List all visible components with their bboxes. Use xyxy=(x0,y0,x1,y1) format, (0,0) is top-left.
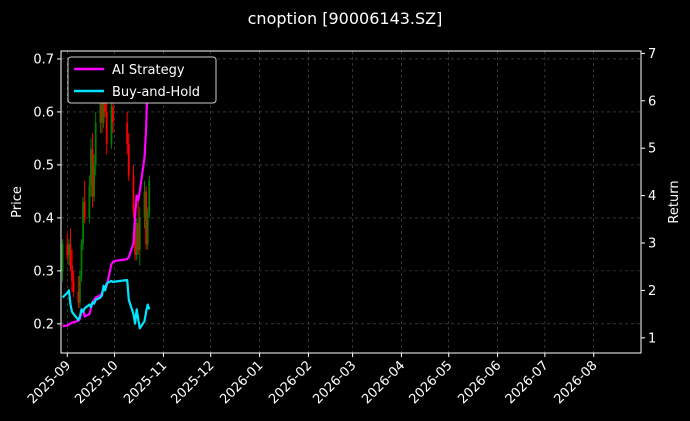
candle-body xyxy=(80,244,83,277)
candle-body xyxy=(69,244,72,266)
legend-label-buy-and-hold: Buy-and-Hold xyxy=(112,85,200,100)
legend-box xyxy=(67,56,217,104)
candle-body xyxy=(82,202,84,245)
y-axis-label-left: Price xyxy=(10,186,25,218)
candle-body xyxy=(105,111,108,144)
candle-body xyxy=(66,244,69,255)
candle-body xyxy=(127,143,130,176)
return-lines xyxy=(61,67,151,330)
plot-area-frame xyxy=(60,50,642,354)
y-tick-label-right: 3 xyxy=(648,237,656,252)
candle-body xyxy=(61,244,64,271)
candle-body xyxy=(137,223,140,250)
y-tick-label-right: 5 xyxy=(648,142,656,157)
left-y-axis: 0.2 0.3 0.4 0.5 0.6 0.7 xyxy=(33,52,61,332)
candle-body xyxy=(67,244,70,255)
candle-body xyxy=(90,149,92,187)
candle-body xyxy=(135,223,138,255)
legend: AI Strategy Buy-and-Hold xyxy=(67,56,217,104)
y-axis-label-right: Return xyxy=(667,180,682,223)
candle-body xyxy=(138,217,141,250)
y-tick-label-right: 4 xyxy=(648,189,656,204)
candle-body xyxy=(126,122,129,144)
candle-body xyxy=(143,191,146,218)
candle-body xyxy=(132,175,135,213)
candle-body xyxy=(72,281,75,293)
y-tick-label-left: 0.2 xyxy=(33,317,54,332)
y-tick-label-right: 7 xyxy=(648,47,656,62)
candle-body xyxy=(110,106,113,144)
legend-label-ai-strategy: AI Strategy xyxy=(112,63,185,78)
buy-and-hold-line xyxy=(61,278,151,330)
y-tick-label-left: 0.4 xyxy=(33,211,54,226)
candle-body xyxy=(112,106,114,123)
candle-body xyxy=(102,85,105,123)
candle-body xyxy=(101,90,103,123)
candle-body xyxy=(91,149,94,197)
candle-body xyxy=(145,191,148,245)
candle-body xyxy=(93,164,95,197)
y-tick-label-right: 2 xyxy=(648,284,656,299)
right-y-axis: 1 2 3 4 5 6 7 xyxy=(641,47,656,346)
candle-body xyxy=(146,212,149,245)
y-tick-label-right: 1 xyxy=(648,331,656,346)
candle-body xyxy=(71,265,73,282)
chart-title: cnoption [90006143.SZ] xyxy=(248,9,443,28)
y-tick-label-left: 0.6 xyxy=(33,105,54,120)
candle-body xyxy=(77,292,80,303)
candle-body xyxy=(148,180,151,213)
candle-body xyxy=(99,90,102,123)
y-tick-label-left: 0.5 xyxy=(33,158,54,173)
candle-body xyxy=(94,122,97,165)
y-tick-label-left: 0.3 xyxy=(33,264,54,279)
candle-body xyxy=(79,276,81,303)
candle-body xyxy=(83,202,86,218)
candle-body xyxy=(88,186,91,218)
y-tick-label-left: 0.7 xyxy=(33,52,54,67)
y-tick-label-right: 6 xyxy=(648,94,656,109)
